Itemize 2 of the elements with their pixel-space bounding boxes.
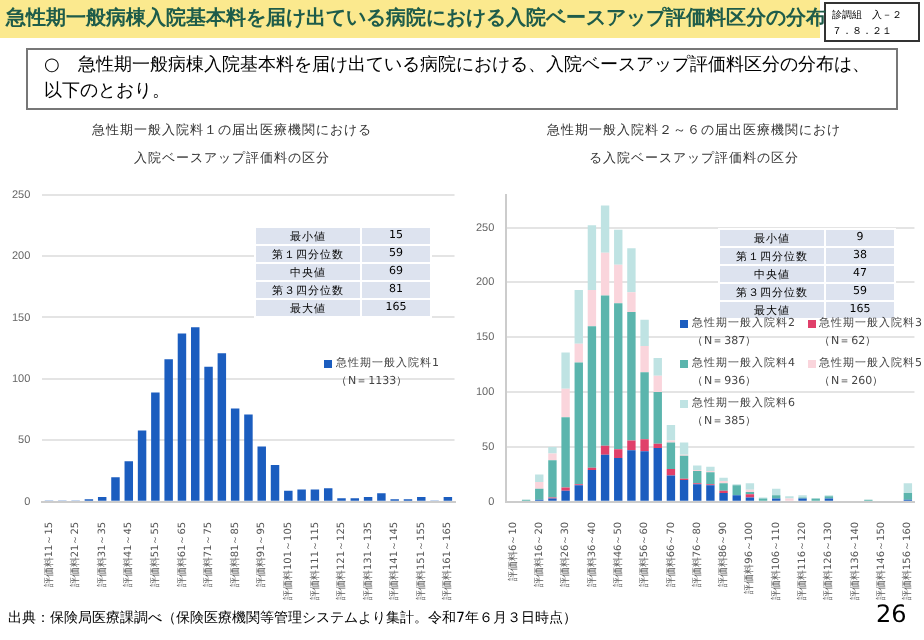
text: ○ 急性期一般病棟入院基本料を届け出ている病院における、入院ベースアップ評価料区分の分布は、以下のとおり。: [26, 48, 898, 110]
text: 26: [876, 600, 907, 628]
